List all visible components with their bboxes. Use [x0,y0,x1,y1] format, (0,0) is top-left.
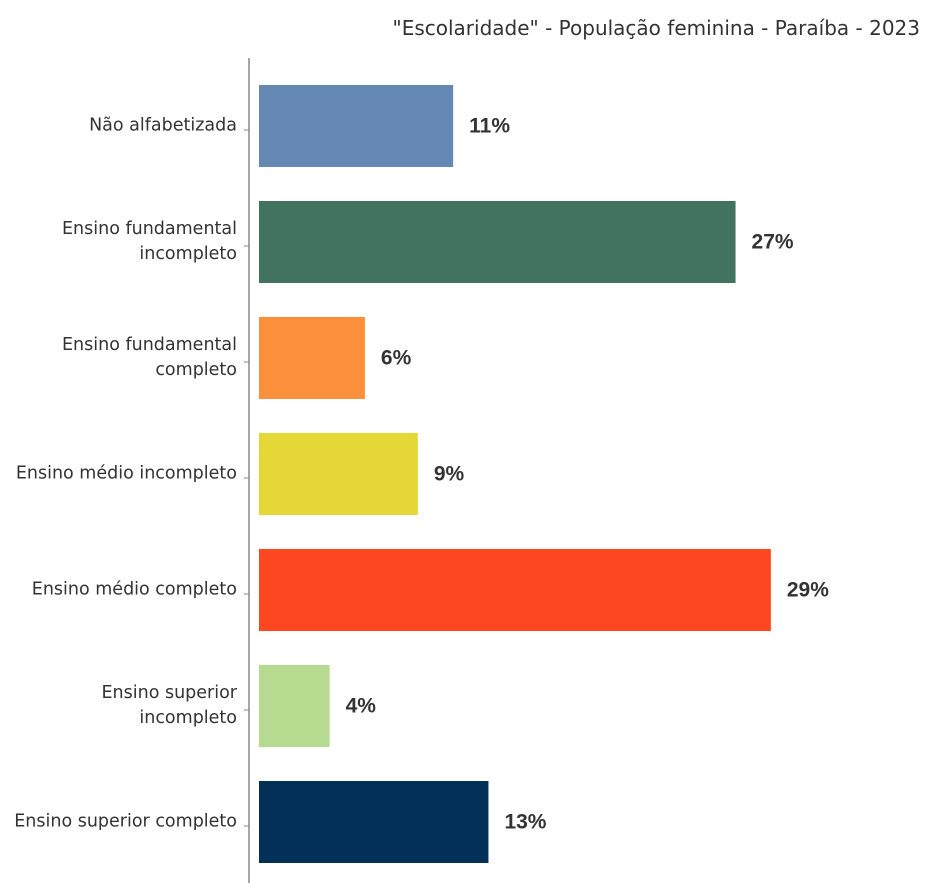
bar [259,85,454,167]
bar [259,781,489,863]
bar [259,549,771,631]
value-label: 6% [381,347,412,370]
value-label: 27% [752,231,794,254]
bar [259,201,736,283]
category-label: Ensino médio incompleto [15,463,237,484]
category-label: Ensino superior completo [14,811,237,832]
value-label: 9% [434,463,465,486]
category-label: Ensino fundamental incompleto [61,219,237,264]
category-label: Ensino fundamental completo [61,335,237,380]
category-label: Ensino superior incompleto [101,683,237,728]
value-label: 29% [787,579,829,602]
bar [259,665,330,747]
bar [259,317,365,399]
value-label: 4% [346,695,377,718]
value-label: 13% [504,811,546,834]
category-label: Não alfabetizada [89,115,237,136]
chart-title: "Escolaridade" - População feminina - Pa… [392,16,921,40]
category-label: Ensino médio completo [31,579,237,600]
value-label: 11% [469,115,510,138]
bar [259,433,418,515]
